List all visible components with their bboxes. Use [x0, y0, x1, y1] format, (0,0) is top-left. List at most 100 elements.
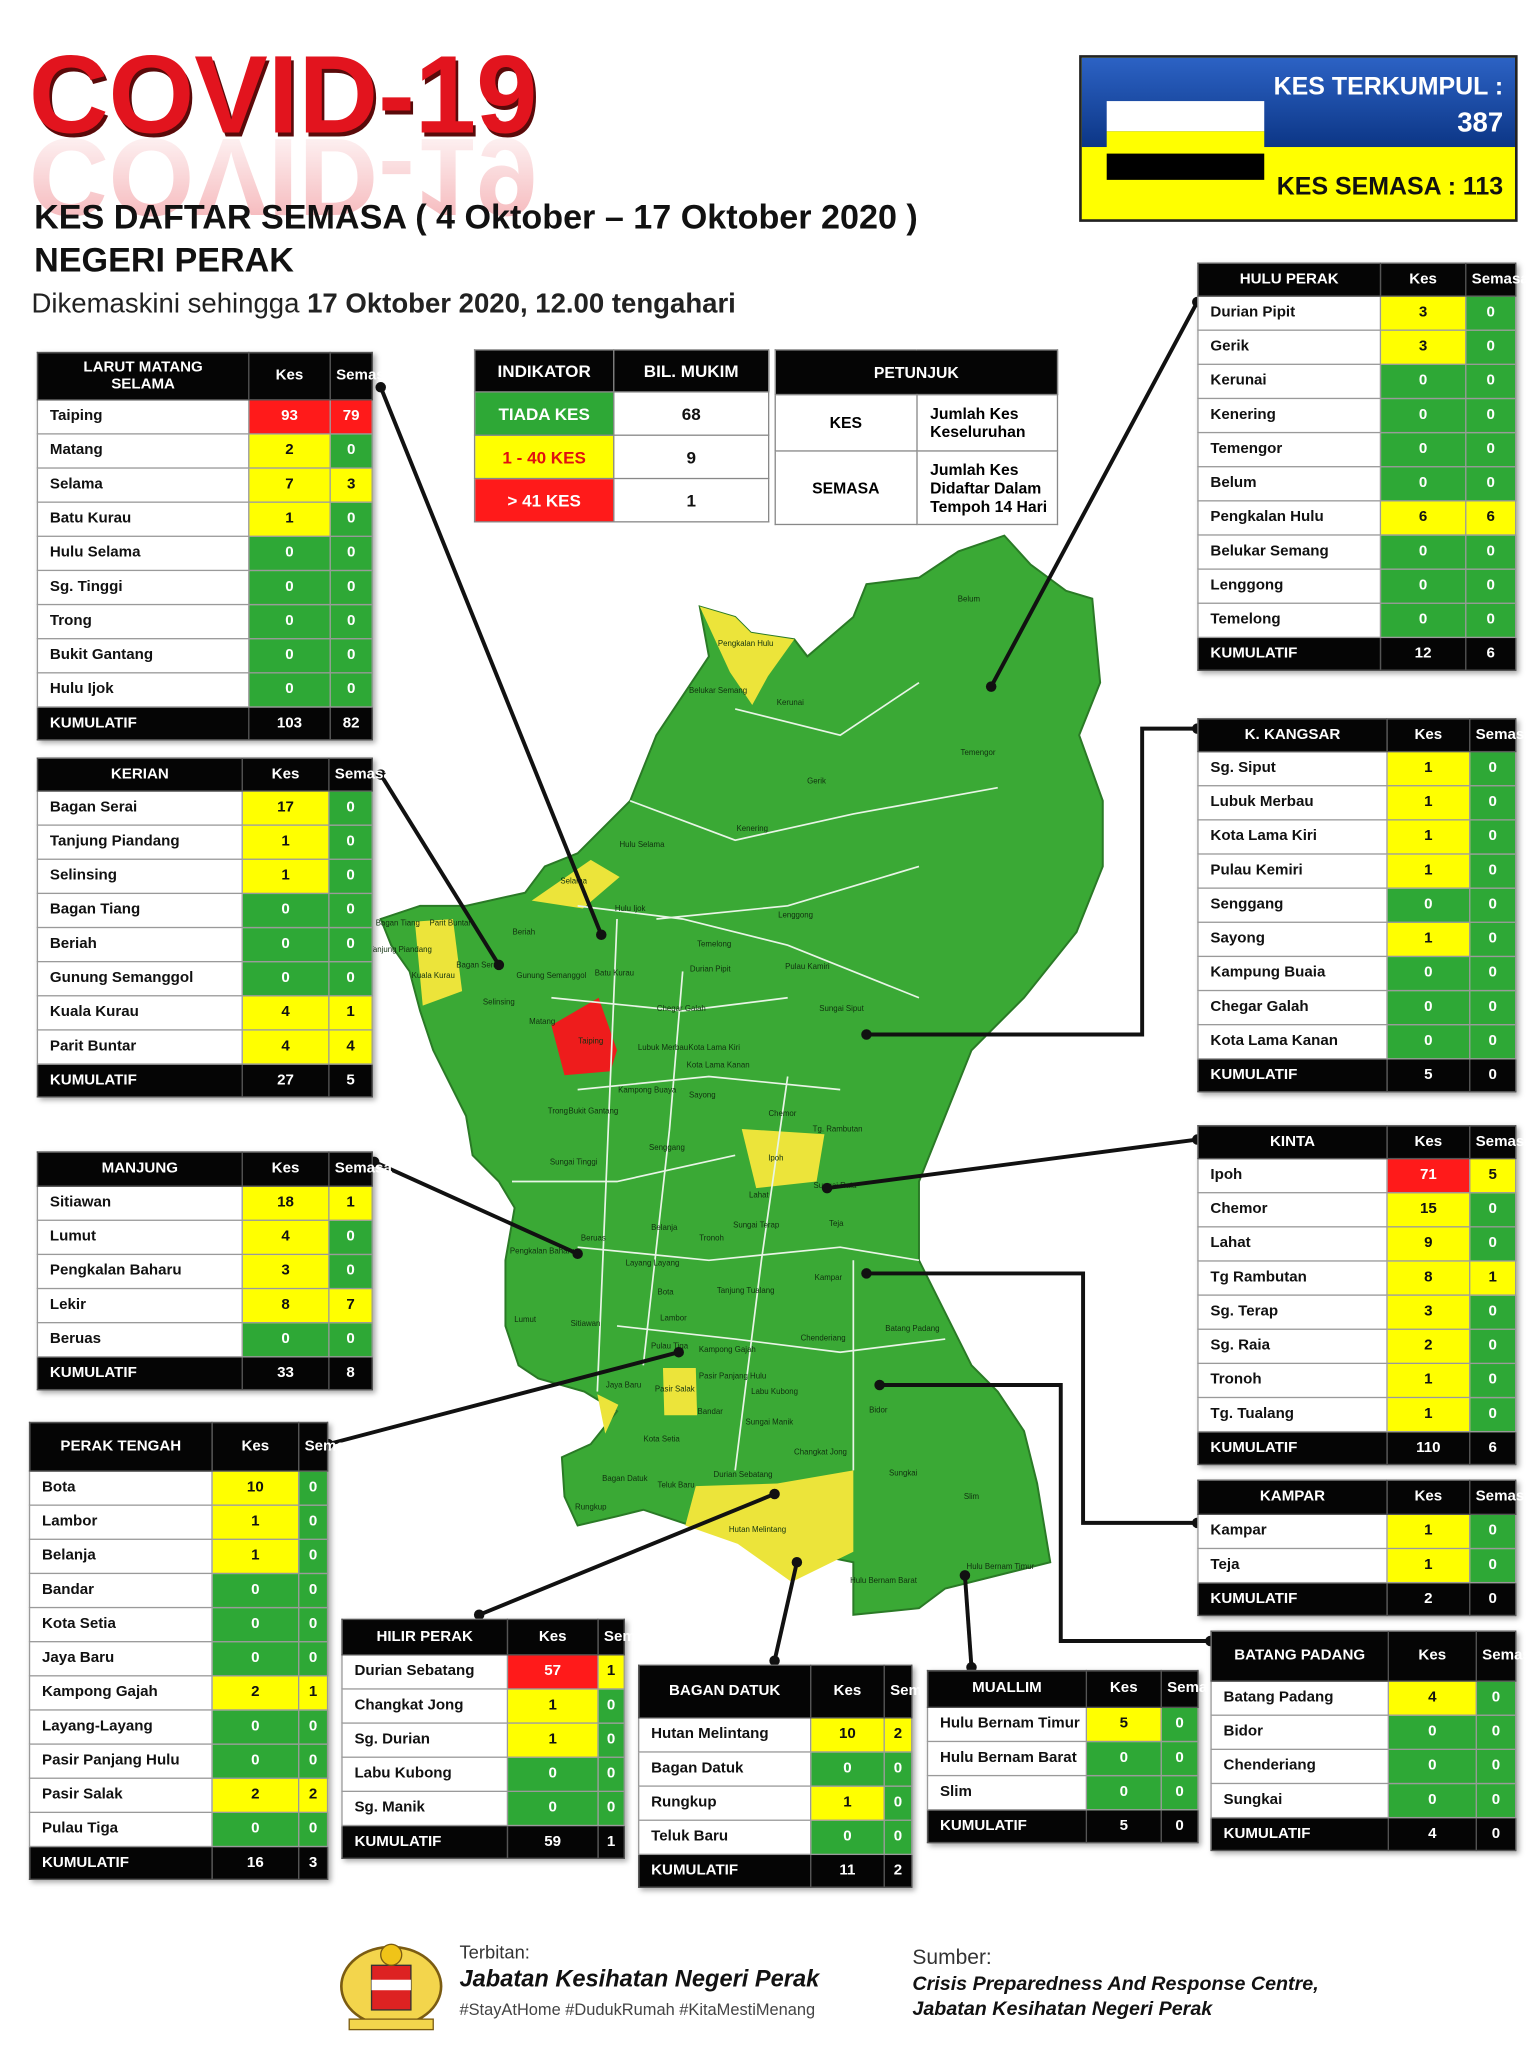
mukim-name: Slim: [926, 1774, 1088, 1811]
map-label: Belanja: [651, 1223, 678, 1232]
kes-cell: 0: [211, 1743, 300, 1779]
mukim-name: Kampung Buaia: [1197, 955, 1388, 992]
header-row: K. KANGSAR Kes Semasa: [1197, 718, 1533, 753]
district-table: HULU PERAK Kes Semasa Durian Pipit 3 0 Gerik 3 0…: [1197, 262, 1529, 671]
total-kes: 59: [506, 1824, 599, 1859]
mukim-name: Durian Pipit: [1197, 295, 1382, 331]
semasa-cell: 0: [1469, 1328, 1517, 1365]
mukim-name: Bidor: [1210, 1714, 1389, 1750]
mukim-name: Teja: [1197, 1547, 1388, 1584]
mukim-name: Parit Buntar: [36, 1029, 243, 1065]
legend-key: SEMASA: [774, 450, 918, 526]
semasa-cell: 0: [1475, 1714, 1517, 1750]
map-label: Durian Sebatang: [714, 1470, 773, 1479]
total-kes: 33: [241, 1356, 330, 1391]
kes-cell: 0: [810, 1751, 885, 1787]
semasa-cell: 0: [1475, 1680, 1517, 1716]
semasa-cell: 0: [298, 1470, 329, 1506]
map-label: Temengor: [961, 748, 996, 757]
map-label: Senggang: [649, 1143, 685, 1152]
map-label: Slim: [964, 1492, 980, 1501]
semasa-cell: 0: [328, 790, 373, 826]
map-label: Pengkalan Baharu: [510, 1247, 575, 1256]
mukim-row: Bota 10 0: [28, 1470, 329, 1506]
total-label: KUMULATIF: [36, 706, 250, 741]
kes-cell: 8: [1386, 1260, 1471, 1296]
map-label: Hulu Selama: [619, 840, 665, 849]
mukim-row: Belukar Semang 0 0: [1197, 534, 1517, 570]
map-label: Bagan Serai: [456, 961, 500, 970]
column-header: Kes: [248, 351, 331, 401]
mukim-name: Changkat Jong: [341, 1688, 509, 1724]
semasa-cell: 0: [1469, 1513, 1517, 1550]
zone-yellow: [685, 1470, 854, 1582]
district-table: BAGAN DATUK Kes Semasa Hutan Melintang 10 2 Ba…: [638, 1664, 947, 1888]
map-label: Taiping: [578, 1037, 603, 1046]
total-kes: 5: [1085, 1809, 1162, 1844]
semasa-cell: 0: [298, 1811, 329, 1848]
total-row: KUMULATIF 2 0: [1197, 1581, 1517, 1617]
map-label: Sungai Manik: [746, 1417, 794, 1426]
total-row: KUMULATIF 33 8: [36, 1356, 373, 1391]
total-label: KUMULATIF: [36, 1063, 243, 1098]
mukim-row: Bandar 0 0: [28, 1572, 329, 1609]
mukim-name: Hulu Selama: [36, 535, 250, 572]
mukim-row: Selinsing 1 0: [36, 858, 373, 895]
map-label: Kampong Buaya: [618, 1085, 677, 1094]
publisher-label: Terbitan:: [459, 1942, 529, 1963]
kes-cell: 0: [211, 1709, 300, 1745]
mukim-name: Kuala Kurau: [36, 995, 243, 1031]
semasa-cell: 0: [1469, 1547, 1517, 1584]
mukim-row: Lekir 8 7: [36, 1287, 373, 1324]
mukim-row: Pengkalan Baharu 3 0: [36, 1253, 373, 1290]
hashtags: #StayAtHome #DudukRumah #KitaMestiMenang: [459, 2001, 815, 2019]
kes-cell: 0: [810, 1819, 885, 1856]
mukim-row: Kerunai 0 0: [1197, 363, 1517, 400]
map-label: Bagan Tiang: [376, 919, 420, 928]
total-row: KUMULATIF 103 82: [36, 706, 373, 741]
legend-row: KES Jumlah Kes Keseluruhan: [774, 393, 1059, 452]
kes-cell: 0: [241, 1322, 330, 1358]
semasa-cell: 0: [597, 1756, 625, 1792]
kes-cell: 0: [248, 569, 331, 606]
map-label: Durian Pipit: [690, 964, 731, 973]
mukim-row: Sungkai 0 0: [1210, 1782, 1517, 1819]
kes-cell: 1: [1386, 785, 1471, 821]
map-label: Pasir Salak: [655, 1385, 695, 1394]
total-row: KUMULATIF 59 1: [341, 1824, 625, 1859]
source-label: Sumber:: [912, 1946, 991, 1969]
semasa-cell: 0: [298, 1743, 329, 1779]
mukim-row: Bidor 0 0: [1210, 1714, 1517, 1750]
subtitle: KES DAFTAR SEMASA ( 4 Oktober – 17 Oktob…: [34, 198, 918, 236]
semasa-cell: 0: [1469, 921, 1517, 958]
mukim-row: Bukit Gantang 0 0: [36, 638, 373, 674]
semasa-cell: 0: [328, 1322, 373, 1358]
column-header: Semasa: [328, 1151, 392, 1187]
header-row: MUALLIM Kes Semasa: [926, 1669, 1224, 1708]
mukim-row: Beriah 0 0: [36, 926, 373, 963]
mukim-name: Ipoh: [1197, 1157, 1388, 1194]
total-kes: 12: [1379, 636, 1467, 671]
mukim-row: Hulu Bernam Barat 0 0: [926, 1740, 1199, 1777]
district-table: KERIAN Kes Semasa Bagan Serai 17 0 Tanjung Pia…: [36, 757, 392, 1098]
semasa-cell: 0: [1469, 750, 1517, 787]
mukim-name: Bagan Tiang: [36, 892, 243, 929]
mukim-name: Sg. Terap: [1197, 1294, 1388, 1330]
semasa-cell: 0: [1469, 1192, 1517, 1228]
total-kes: 4: [1387, 1816, 1477, 1852]
mukim-name: Pasir Salak: [28, 1777, 213, 1814]
kes-cell: 3: [1379, 295, 1467, 331]
mukim-row: Batang Padang 4 0: [1210, 1680, 1517, 1716]
column-header: Kes: [1386, 718, 1471, 753]
kes-cell: 10: [211, 1470, 300, 1506]
kes-cell: 71: [1386, 1157, 1471, 1194]
kes-cell: 0: [211, 1572, 300, 1609]
kes-cell: 0: [241, 892, 330, 929]
kes-cell: 4: [241, 995, 330, 1031]
mukim-row: Teluk Baru 0 0: [638, 1819, 913, 1856]
flag-black: [1106, 153, 1265, 180]
mukim-name: Sg. Raia: [1197, 1328, 1388, 1365]
kes-cell: 0: [1387, 1714, 1477, 1750]
map-label: Sungai Tinggi: [550, 1157, 598, 1166]
map-label: Sungkai: [889, 1469, 918, 1478]
